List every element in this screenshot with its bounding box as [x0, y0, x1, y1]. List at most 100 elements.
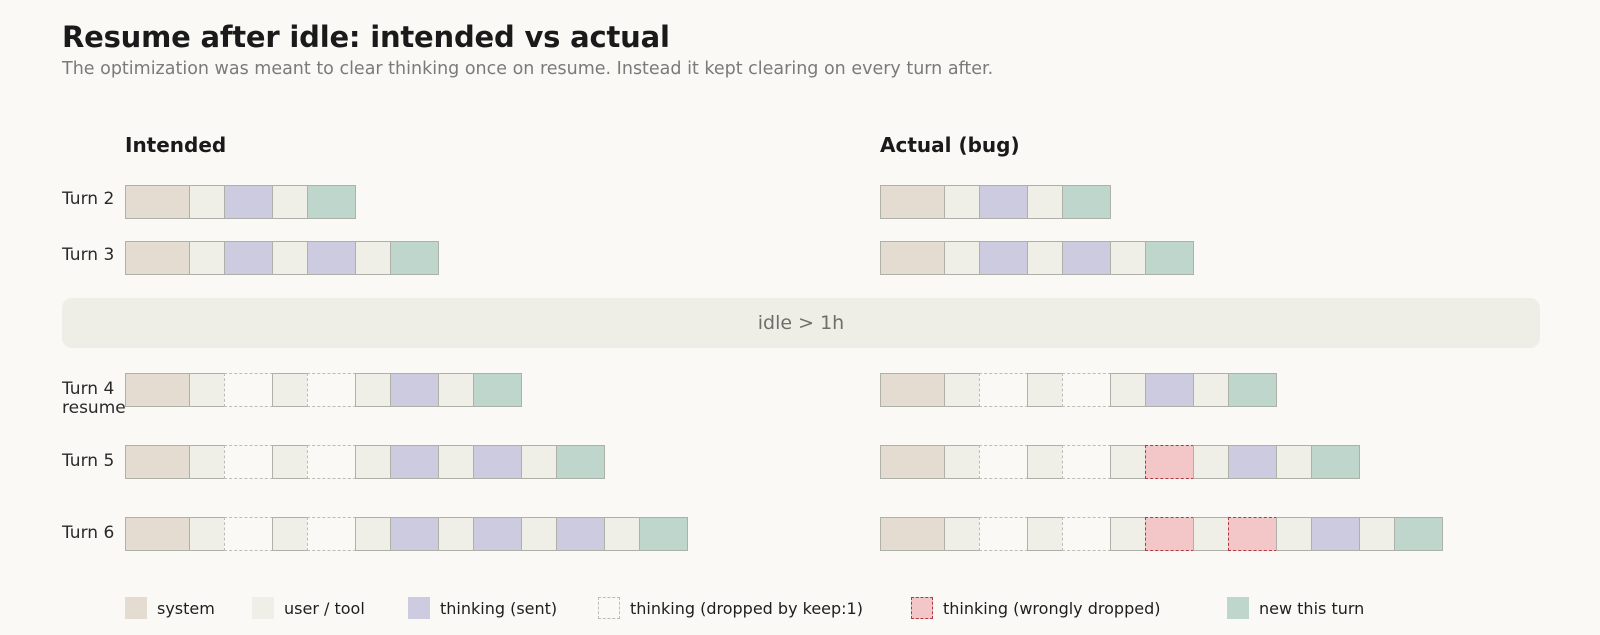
- row-label: Turn 5: [62, 451, 115, 471]
- sequence-intended: [125, 241, 439, 275]
- user-tool-block: [355, 445, 391, 479]
- user-tool-block: [1027, 185, 1063, 219]
- system-block: [880, 517, 945, 551]
- thinking-sent-block: [307, 241, 356, 275]
- thinking-sent-block: [224, 185, 273, 219]
- thinking-dropped-block: [1062, 445, 1111, 479]
- new-turn-block: [1311, 445, 1360, 479]
- thinking-dropped-block: [979, 445, 1028, 479]
- user-tool-block: [1027, 517, 1063, 551]
- sequence-intended: [125, 517, 688, 551]
- user-tool-block: [1193, 517, 1229, 551]
- user-tool-block: [189, 517, 225, 551]
- row-label: Turn 3: [62, 245, 115, 265]
- thinking-sent-block: [224, 241, 273, 275]
- page-subtitle: The optimization was meant to clear thin…: [62, 59, 994, 79]
- legend-swatch: [252, 597, 274, 619]
- legend-item-wrong: thinking (wrongly dropped): [911, 597, 1160, 619]
- user-tool-block: [1276, 445, 1312, 479]
- system-block: [125, 185, 190, 219]
- legend-item-dropped: thinking (dropped by keep:1): [598, 597, 863, 619]
- sequence-actual: [880, 517, 1443, 551]
- legend-swatch: [408, 597, 430, 619]
- legend-label: thinking (sent): [440, 598, 558, 618]
- user-tool-block: [1110, 445, 1146, 479]
- legend-item-sent: thinking (sent): [408, 597, 557, 619]
- thinking-dropped-block: [224, 373, 273, 407]
- new-turn-block: [473, 373, 522, 407]
- idle-separator: idle > 1h: [62, 298, 1540, 348]
- thinking-sent-block: [390, 373, 439, 407]
- user-tool-block: [1027, 241, 1063, 275]
- user-tool-block: [1027, 373, 1063, 407]
- user-tool-block: [944, 185, 980, 219]
- thinking-wrongly-dropped-block: [1145, 517, 1194, 551]
- sequence-intended: [125, 445, 605, 479]
- thinking-dropped-block: [224, 517, 273, 551]
- sequence-intended: [125, 373, 522, 407]
- new-turn-block: [1062, 185, 1111, 219]
- user-tool-block: [944, 241, 980, 275]
- legend-label: system: [157, 598, 215, 618]
- legend-label: thinking (dropped by keep:1): [630, 598, 863, 618]
- thinking-sent-block: [979, 185, 1028, 219]
- thinking-sent-block: [556, 517, 605, 551]
- new-turn-block: [639, 517, 688, 551]
- user-tool-block: [272, 185, 308, 219]
- user-tool-block: [272, 373, 308, 407]
- thinking-dropped-block: [1062, 517, 1111, 551]
- user-tool-block: [189, 373, 225, 407]
- new-turn-block: [1228, 373, 1277, 407]
- page-title: Resume after idle: intended vs actual: [62, 20, 670, 54]
- user-tool-block: [1193, 373, 1229, 407]
- thinking-sent-block: [1062, 241, 1111, 275]
- sequence-actual: [880, 185, 1111, 219]
- legend-swatch: [598, 597, 620, 619]
- user-tool-block: [189, 241, 225, 275]
- user-tool-block: [1027, 445, 1063, 479]
- thinking-sent-block: [390, 445, 439, 479]
- thinking-dropped-block: [979, 517, 1028, 551]
- user-tool-block: [944, 373, 980, 407]
- thinking-dropped-block: [1062, 373, 1111, 407]
- user-tool-block: [1359, 517, 1395, 551]
- system-block: [125, 241, 190, 275]
- row-label: Turn 2: [62, 189, 115, 209]
- legend-label: thinking (wrongly dropped): [943, 598, 1161, 618]
- legend-item-system: system: [125, 597, 215, 619]
- user-tool-block: [355, 373, 391, 407]
- user-tool-block: [438, 445, 474, 479]
- thinking-sent-block: [1145, 373, 1194, 407]
- system-block: [880, 185, 945, 219]
- user-tool-block: [1110, 373, 1146, 407]
- thinking-sent-block: [390, 517, 439, 551]
- thinking-dropped-block: [307, 373, 356, 407]
- legend-swatch: [1227, 597, 1249, 619]
- user-tool-block: [438, 373, 474, 407]
- user-tool-block: [272, 241, 308, 275]
- user-tool-block: [355, 241, 391, 275]
- thinking-sent-block: [1228, 445, 1277, 479]
- system-block: [125, 517, 190, 551]
- sequence-actual: [880, 373, 1277, 407]
- user-tool-block: [272, 445, 308, 479]
- user-tool-block: [1110, 241, 1146, 275]
- thinking-dropped-block: [979, 373, 1028, 407]
- idle-label: idle > 1h: [757, 312, 845, 334]
- thinking-sent-block: [473, 517, 522, 551]
- new-turn-block: [1145, 241, 1194, 275]
- column-heading-actual: Actual (bug): [880, 133, 1020, 157]
- user-tool-block: [1276, 517, 1312, 551]
- thinking-dropped-block: [224, 445, 273, 479]
- user-tool-block: [944, 517, 980, 551]
- legend-swatch: [125, 597, 147, 619]
- new-turn-block: [556, 445, 605, 479]
- user-tool-block: [521, 517, 557, 551]
- new-turn-block: [307, 185, 356, 219]
- new-turn-block: [1394, 517, 1443, 551]
- user-tool-block: [604, 517, 640, 551]
- row-label: Turn 4 resume: [62, 379, 126, 418]
- user-tool-block: [189, 445, 225, 479]
- legend-item-new: new this turn: [1227, 597, 1364, 619]
- user-tool-block: [944, 445, 980, 479]
